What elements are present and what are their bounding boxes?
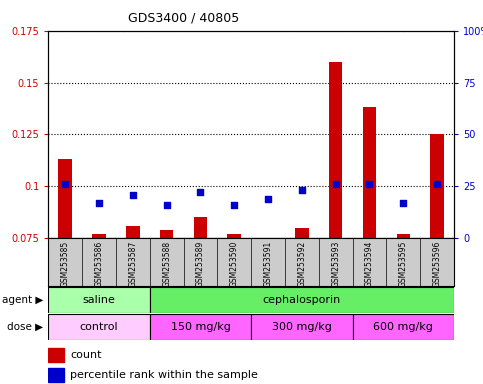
- Text: GSM253591: GSM253591: [264, 240, 272, 287]
- Bar: [227, 234, 241, 238]
- Bar: [329, 62, 342, 238]
- Bar: [48, 348, 64, 362]
- Text: GSM253595: GSM253595: [399, 240, 408, 287]
- Text: GSM253596: GSM253596: [433, 240, 441, 287]
- Text: percentile rank within the sample: percentile rank within the sample: [70, 370, 258, 380]
- Text: GSM253594: GSM253594: [365, 240, 374, 287]
- Bar: [194, 217, 207, 238]
- Text: GDS3400 / 40805: GDS3400 / 40805: [128, 12, 239, 25]
- Bar: [295, 228, 309, 238]
- Bar: [160, 230, 173, 238]
- Text: GSM253590: GSM253590: [230, 240, 239, 287]
- Text: GSM253586: GSM253586: [95, 240, 103, 287]
- Point: [433, 181, 441, 187]
- Text: cephalosporin: cephalosporin: [263, 295, 341, 305]
- Point: [230, 202, 238, 208]
- Text: 600 mg/kg: 600 mg/kg: [373, 322, 433, 332]
- Point: [197, 189, 204, 195]
- Bar: [48, 287, 150, 313]
- Bar: [126, 226, 140, 238]
- Point: [163, 202, 170, 208]
- Bar: [48, 314, 150, 340]
- Point: [332, 181, 340, 187]
- Text: saline: saline: [83, 295, 115, 305]
- Point: [61, 181, 69, 187]
- Point: [399, 200, 407, 206]
- Point: [129, 192, 137, 198]
- Bar: [150, 314, 251, 340]
- Text: dose ▶: dose ▶: [7, 322, 43, 332]
- Text: agent ▶: agent ▶: [2, 295, 43, 305]
- Text: 300 mg/kg: 300 mg/kg: [272, 322, 332, 332]
- Bar: [92, 234, 106, 238]
- Point: [366, 181, 373, 187]
- Text: GSM253589: GSM253589: [196, 240, 205, 287]
- Text: GSM253593: GSM253593: [331, 240, 340, 287]
- Bar: [363, 108, 376, 238]
- Bar: [48, 368, 64, 382]
- Bar: [353, 314, 454, 340]
- Point: [95, 200, 103, 206]
- Text: GSM253592: GSM253592: [298, 240, 306, 287]
- Text: GSM253585: GSM253585: [61, 240, 70, 287]
- Text: GSM253587: GSM253587: [128, 240, 137, 287]
- Bar: [251, 314, 353, 340]
- Bar: [150, 287, 454, 313]
- Text: control: control: [80, 322, 118, 332]
- Bar: [430, 134, 444, 238]
- Point: [264, 195, 272, 202]
- Point: [298, 187, 306, 194]
- Text: count: count: [70, 350, 101, 360]
- Text: 150 mg/kg: 150 mg/kg: [170, 322, 230, 332]
- Bar: [58, 159, 72, 238]
- Bar: [261, 238, 275, 240]
- Text: GSM253588: GSM253588: [162, 240, 171, 286]
- Bar: [397, 234, 410, 238]
